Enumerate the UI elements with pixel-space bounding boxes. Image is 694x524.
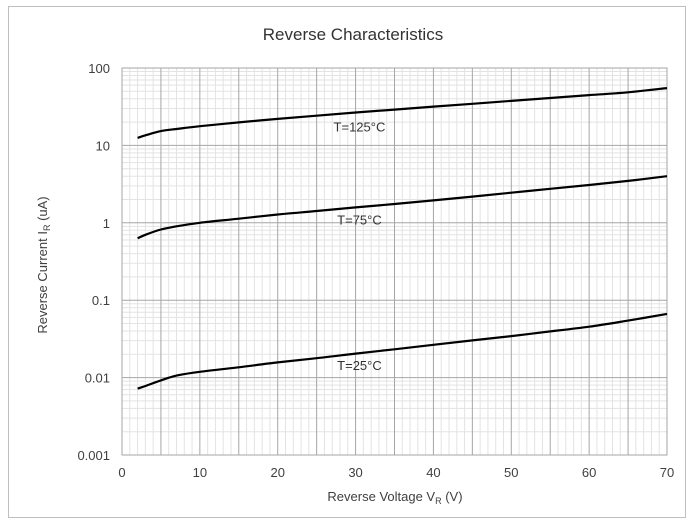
- x-axis-label-main: Reverse Voltage V: [327, 489, 435, 504]
- y-tick-label: 0.01: [85, 371, 110, 386]
- series-line-t25: [137, 312, 668, 390]
- x-axis-label-subscript: R: [435, 496, 442, 506]
- chart-title: Reverse Characteristics: [263, 25, 443, 44]
- series-line-t75: [137, 175, 668, 240]
- annotation-t75: T=75°C: [337, 213, 382, 228]
- chart-background: [9, 7, 685, 517]
- y-axis-label-unit: (uA): [35, 196, 50, 224]
- annotation-t125: T=125°C: [334, 120, 386, 135]
- plot-border: [121, 67, 668, 456]
- annotation-t25: T=25°C: [337, 358, 382, 373]
- y-axis-label-subscript: R: [42, 224, 52, 231]
- x-tick-label: 50: [504, 465, 518, 480]
- y-tick-label: 0.001: [77, 448, 110, 463]
- y-axis-label: Reverse Current IR (uA): [35, 196, 52, 333]
- x-tick-label: 70: [660, 465, 674, 480]
- x-tick-label: 30: [348, 465, 362, 480]
- x-tick-label: 20: [270, 465, 284, 480]
- tick-labels: 0 10 20 30 40 50 60 70 0.001 0.01 0.1 1 10 100: [77, 61, 674, 480]
- y-tick-label: 10: [96, 138, 110, 153]
- x-tick-label: 10: [193, 465, 207, 480]
- series-layer: [137, 87, 668, 390]
- y-tick-label: 0.1: [92, 293, 110, 308]
- reverse-characteristics-chart: 0 10 20 30 40 50 60 70 0.001 0.01 0.1 1 10 100 T=125°…: [9, 7, 685, 517]
- x-tick-label: 60: [582, 465, 596, 480]
- x-axis-label: Reverse Voltage VR (V): [327, 489, 462, 506]
- y-tick-label: 100: [88, 61, 110, 76]
- y-axis-label-main: Reverse Current I: [35, 231, 50, 334]
- grid: [121, 67, 668, 456]
- series-line-t125: [137, 87, 668, 139]
- x-tick-label: 0: [118, 465, 125, 480]
- annotations: T=125°C T=75°C T=25°C: [334, 120, 386, 374]
- x-tick-label: 40: [426, 465, 440, 480]
- x-axis-label-unit: (V): [442, 489, 463, 504]
- y-tick-label: 1: [103, 216, 110, 231]
- chart-frame: 0 10 20 30 40 50 60 70 0.001 0.01 0.1 1 10 100 T=125°…: [8, 6, 686, 518]
